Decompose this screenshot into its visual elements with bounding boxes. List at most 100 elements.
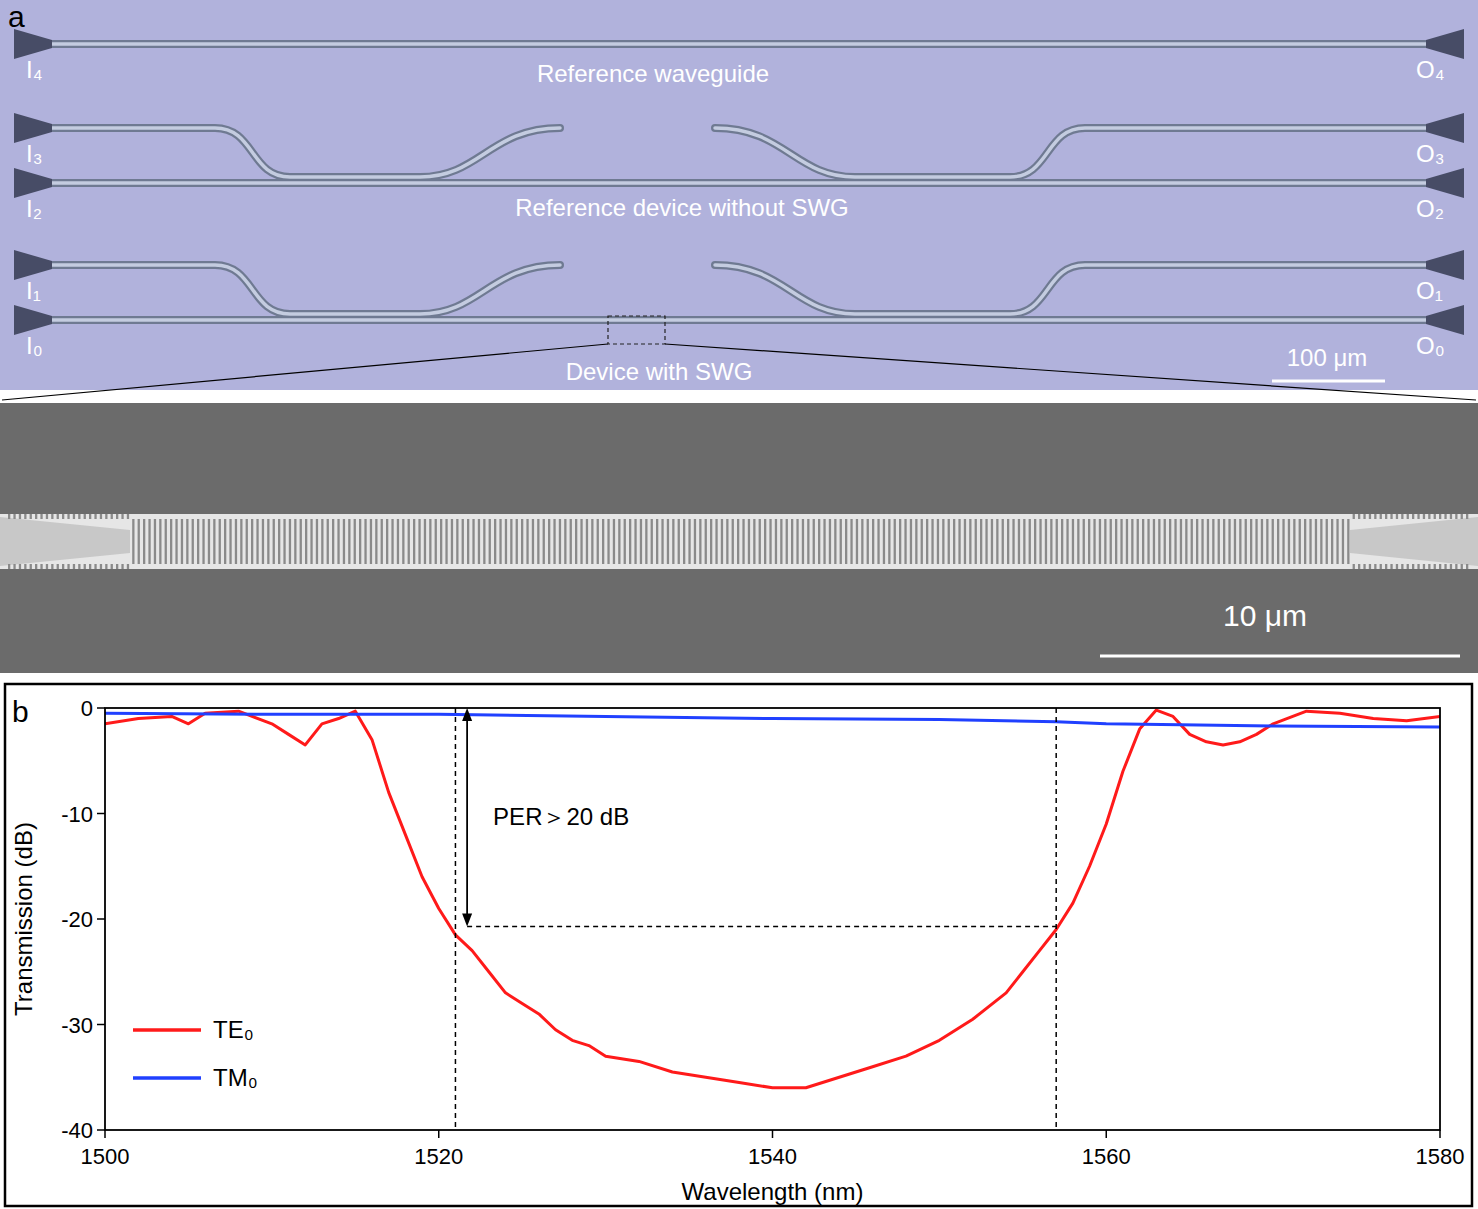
sem-slit [769,519,771,564]
sem-slit [127,564,129,569]
y-tick-label: -10 [61,802,93,827]
sem-slit [1293,519,1295,564]
sem-slit [327,519,329,564]
sem-slit [256,519,258,564]
sem-slit [84,514,86,519]
panel-letter: a [8,0,25,33]
waveguide-core [52,181,1426,185]
sem-slit [1191,519,1193,564]
sem-slit [651,519,653,564]
x-tick [772,1130,774,1138]
grating-coupler [14,305,52,335]
sem-slit [910,519,912,564]
sem-slit [116,514,118,519]
sem-slit [154,519,156,564]
sem-taper [0,517,130,566]
sem-slit [694,519,696,564]
grating-coupler [1426,113,1464,143]
sem-slit [1272,519,1274,564]
y-tick-label: -30 [61,1013,93,1038]
arrow-head [462,708,472,721]
sem-slit [964,519,966,564]
sem-slit [948,519,950,564]
sem-slit [867,519,869,564]
plot-frame [105,708,1440,1130]
sem-slit [1385,514,1387,519]
sem-slit [1245,519,1247,564]
sem-slit [1407,564,1409,569]
sem-slit [445,519,447,564]
sem-slit [991,519,993,564]
sem-slit [1380,514,1382,519]
sem-slit [1363,564,1365,569]
sem-slit [13,514,15,519]
sem-slit [1455,514,1457,519]
sem-slit [1223,519,1225,564]
sem-slit [175,519,177,564]
sem-slit [402,519,404,564]
scale-bar-label: 100 μm [1287,344,1368,371]
sem-slit [888,519,890,564]
sem-slit [100,514,102,519]
sem-slit [451,519,453,564]
sem-slit [1466,514,1468,519]
sem-slit [67,564,69,569]
sem-slit [1196,519,1198,564]
y-tick [97,813,105,815]
sem-slit [197,519,199,564]
sem-slit [526,519,528,564]
sem-slit [208,519,210,564]
sem-slit [51,564,53,569]
sem-slit [715,519,717,564]
sem-slit [1320,519,1322,564]
sem-slit [732,519,734,564]
sem-slit [1137,519,1139,564]
sem-slit [1439,514,1441,519]
sem-slit [748,519,750,564]
sem-slit [283,519,285,564]
sem-slit [1444,514,1446,519]
sem-slit [667,519,669,564]
y-tick-label: -40 [61,1118,93,1143]
sem-slit [1045,519,1047,564]
sem-slit [1396,514,1398,519]
input-port-label: I₃ [26,140,42,167]
sem-slit [1039,519,1041,564]
sem-slit [1396,564,1398,569]
sem-slit [316,519,318,564]
sem-slit [1326,519,1328,564]
sem-slit [937,519,939,564]
sem-slit [229,519,231,564]
y-tick [97,707,105,709]
sem-slit [24,564,26,569]
arrow-head [462,913,472,926]
sem-slit [624,519,626,564]
sem-slit [51,514,53,519]
sem-slit [1288,519,1290,564]
sem-slit [1185,519,1187,564]
zoom-box [608,316,665,344]
sem-slit [251,519,253,564]
sem-slit [1417,564,1419,569]
sem-slit [35,514,37,519]
x-tick-label: 1520 [414,1144,463,1169]
sem-slit [1110,519,1112,564]
sem-slit [429,519,431,564]
sem-slit [300,519,302,564]
sem-slit [186,519,188,564]
sem-slit [1029,519,1031,564]
sem-slit [24,514,26,519]
y-tick [97,918,105,920]
waveguide-outline [52,179,1426,187]
sem-slit [84,564,86,569]
annotation-vline [455,708,457,1130]
sem-slit [688,519,690,564]
sem-slit [1363,514,1365,519]
sem-slit [780,519,782,564]
sem-slit [1401,564,1403,569]
sem-slit [472,519,474,564]
x-tick [104,1130,106,1138]
sem-slit [337,519,339,564]
sem-slit [1093,519,1095,564]
sem-slit [629,519,631,564]
